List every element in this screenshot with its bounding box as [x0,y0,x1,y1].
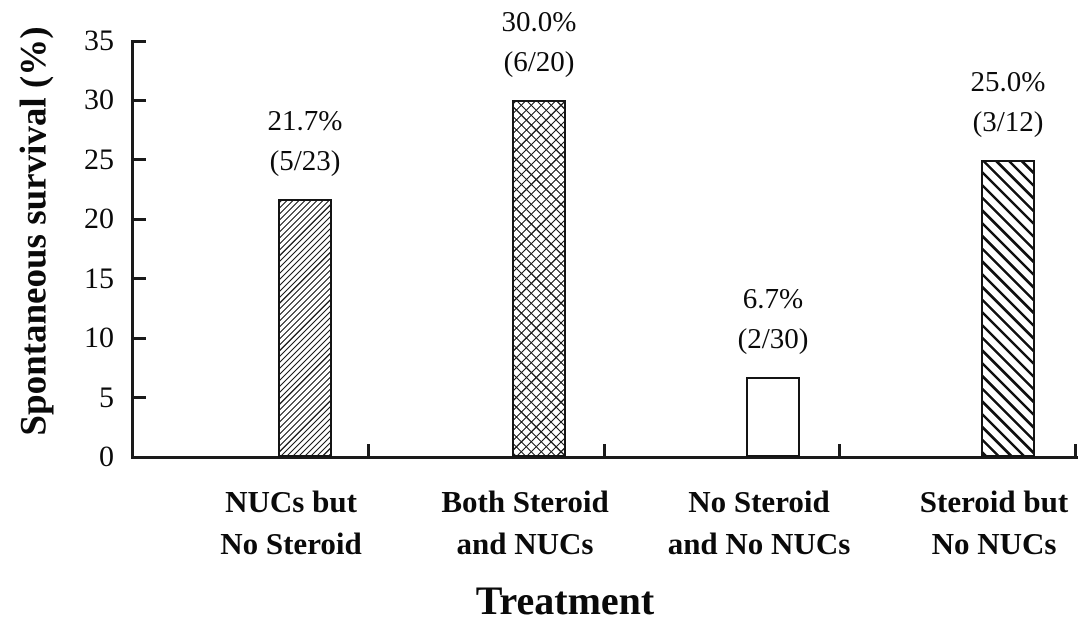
y-tick-label: 30 [84,83,114,117]
category-label-line: No Steroid [220,526,362,561]
y-tick-mark [134,277,146,281]
bar-1 [278,199,332,457]
bar-value-label-line: (6/20) [503,46,575,79]
bar-2 [512,100,566,457]
y-tick-mark [134,98,146,102]
bar-4 [981,159,1035,457]
bar-value-label-line: (5/23) [269,145,341,178]
bar-value-label-1: 21.7% (5/23) [185,101,425,181]
bar-3 [746,377,800,457]
y-tick-label: 5 [99,380,114,414]
bar-value-label-4: 25.0% (3/12) [888,62,1087,142]
x-tick-mark [602,444,606,456]
bar-value-label-line: 6.7% [742,283,804,316]
y-tick-label: 35 [84,24,114,57]
x-tick-mark [1073,444,1077,456]
y-tick-mark [134,396,146,400]
bar-value-label-line: (2/30) [737,323,809,356]
y-axis-line [131,40,134,459]
x-axis-line [131,456,1078,459]
bar-value-label-2: 30.0% (6/20) [419,2,659,82]
category-label-line: and No NUCs [667,526,851,561]
y-tick-label: 0 [99,440,114,473]
y-tick-label: 20 [84,202,114,236]
category-label-line: No NUCs [931,526,1057,561]
x-tick-mark [838,444,841,456]
category-label-1: NUCs but No Steroid [161,481,421,565]
category-label-line: and NUCs [456,526,594,561]
category-label-line: Steroid but [919,484,1069,519]
bar-value-label-line: 21.7% [267,105,343,138]
y-tick-mark [134,158,146,162]
bar-value-label-line: 25.0% [970,65,1046,98]
bar-value-label-line: 30.0% [501,6,577,39]
category-label-4: Steroid but No NUCs [864,481,1087,565]
y-tick-mark [134,336,146,340]
category-label-line: No Steroid [688,484,830,519]
bar-value-label-line: (3/12) [972,105,1044,138]
y-tick-label: 15 [84,261,114,295]
y-tick-mark [134,217,146,221]
category-label-3: No Steroid and No NUCs [629,481,889,565]
y-tick-mark [134,39,146,43]
y-tick-label: 10 [84,321,114,355]
x-tick-mark [367,444,370,456]
category-label-2: Both Steroid and NUCs [395,481,655,565]
bar-value-label-3: 6.7% (2/30) [653,279,893,359]
y-tick-mark [134,455,146,459]
x-axis-title: Treatment [475,578,655,623]
category-label-line: Both Steroid [441,484,609,519]
y-tick-label: 25 [84,142,114,176]
category-label-line: NUCs but [225,484,357,519]
